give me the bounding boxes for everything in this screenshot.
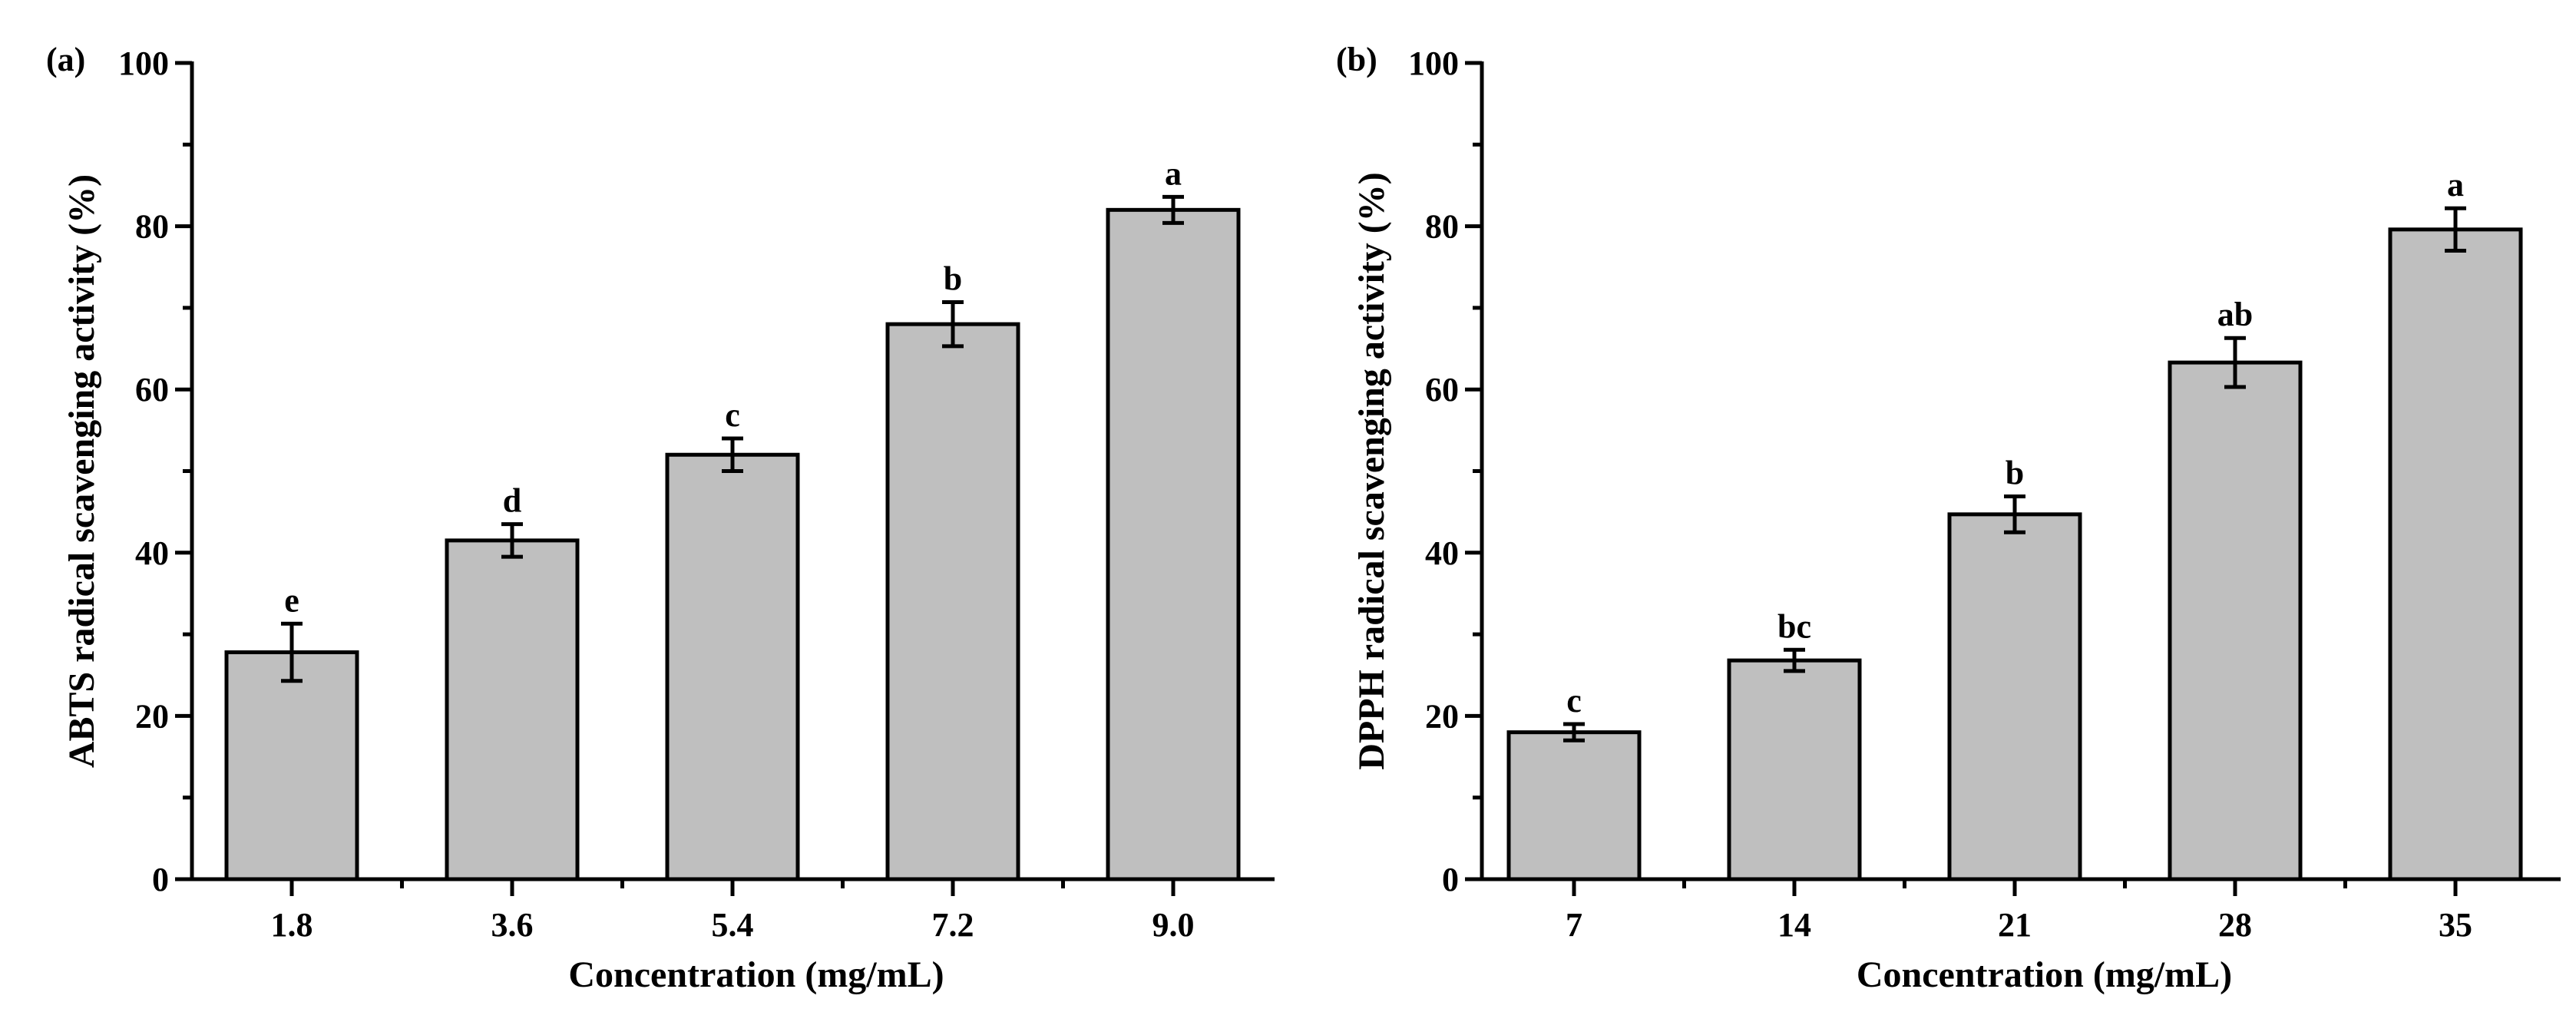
panel-b-x-tick-label-1: 14: [1777, 906, 1811, 944]
panel-a-panel-label: (a): [46, 41, 85, 78]
panel-a-bar-0: [224, 650, 359, 881]
panel-a-x-tick-label-2: 5.4: [712, 906, 754, 944]
panel-a-error-bar-3: [942, 299, 964, 349]
panel-b-error-bar-4: [2445, 206, 2466, 253]
panel-a-error-bar-4: [1162, 194, 1184, 225]
panel-a-x-axis-title: Concentration (mg/mL): [568, 954, 944, 995]
panel-b-significance-label-1: bc: [1777, 607, 1811, 645]
panel-a-y-tick-label-0: 0: [152, 861, 169, 898]
panel-a-x-tick-label-1: 3.6: [491, 906, 534, 944]
panel-a-bar-4: [1106, 207, 1241, 881]
panel-a-error-bar-1: [501, 522, 523, 559]
panel-b-bar-4: [2388, 227, 2523, 881]
panel-b-y-tick-label-40: 40: [1425, 534, 1459, 572]
panel-b-significance-label-2: b: [2006, 454, 2024, 491]
panel-b-dpph-chart: c bc b ab a 0 20 40 60 80 100 7 14 21 28 35 Concentratio…: [1336, 41, 2561, 995]
panel-b-panel-label: (b): [1336, 41, 1377, 78]
panel-a-y-tick-label-40: 40: [135, 534, 169, 572]
panel-a-error-bar-2: [722, 436, 743, 473]
panel-a-x-tick-label-3: 7.2: [932, 906, 974, 944]
panel-a-bar-1: [445, 538, 580, 881]
panel-b-error-bar-0: [1563, 722, 1585, 743]
panel-b-error-bar-1: [1784, 647, 1805, 673]
panel-a-significance-label-2: c: [725, 396, 740, 434]
panel-b-y-tick-label-60: 60: [1425, 371, 1459, 408]
panel-b-y-tick-label-80: 80: [1425, 208, 1459, 246]
panel-a-x-tick-label-4: 9.0: [1152, 906, 1195, 944]
panel-b-significance-label-3: ab: [2217, 296, 2253, 333]
panel-a-significance-label-3: b: [944, 260, 962, 297]
panel-a-y-tick-label-100: 100: [118, 45, 169, 82]
panel-b-x-tick-label-0: 7: [1566, 906, 1582, 944]
panel-a-y-tick-label-80: 80: [135, 208, 169, 246]
panel-a-bar-2: [665, 452, 800, 881]
panel-b-x-tick-label-3: 28: [2218, 906, 2252, 944]
panel-a-y-tick-label-20: 20: [135, 697, 169, 735]
panel-a-error-bar-0: [281, 621, 303, 683]
panel-b-x-tick-label-4: 35: [2439, 906, 2472, 944]
panel-a-significance-label-4: a: [1165, 154, 1182, 192]
panel-b-significance-label-0: c: [1566, 682, 1582, 719]
panel-a-x-tick-label-0: 1.8: [271, 906, 313, 944]
panel-b-bar-1: [1727, 658, 1862, 881]
panel-b-x-axis-title: Concentration (mg/mL): [1857, 954, 2232, 995]
panel-b-error-bar-2: [2004, 494, 2025, 534]
panel-a-y-axis-title: ABTS radical scavenging activity (%): [61, 174, 102, 768]
panel-b-bar-3: [2168, 360, 2303, 881]
panel-a-y-tick-label-60: 60: [135, 371, 169, 408]
panel-a-significance-label-1: d: [503, 482, 521, 520]
panel-b-y-tick-label-20: 20: [1425, 697, 1459, 735]
panel-b-significance-label-4: a: [2447, 166, 2464, 203]
panel-a-bar-3: [885, 322, 1020, 881]
panel-b-y-axis-title: DPPH radical scavenging activity (%): [1351, 172, 1392, 770]
panel-b-bar-0: [1506, 730, 1642, 881]
panel-b-y-tick-label-0: 0: [1442, 861, 1459, 898]
panel-a-abts-chart: e d c b a 0 20 40 60 80 100 1.8 3.6 5.4 7.2 9.0 Concentr…: [46, 41, 1275, 995]
panel-b-bar-2: [1947, 512, 2082, 881]
panel-b-y-tick-label-100: 100: [1408, 45, 1459, 82]
panel-b-x-tick-label-2: 21: [1998, 906, 2032, 944]
panel-a-significance-label-0: e: [284, 581, 299, 619]
panel-b-error-bar-3: [2224, 336, 2246, 389]
